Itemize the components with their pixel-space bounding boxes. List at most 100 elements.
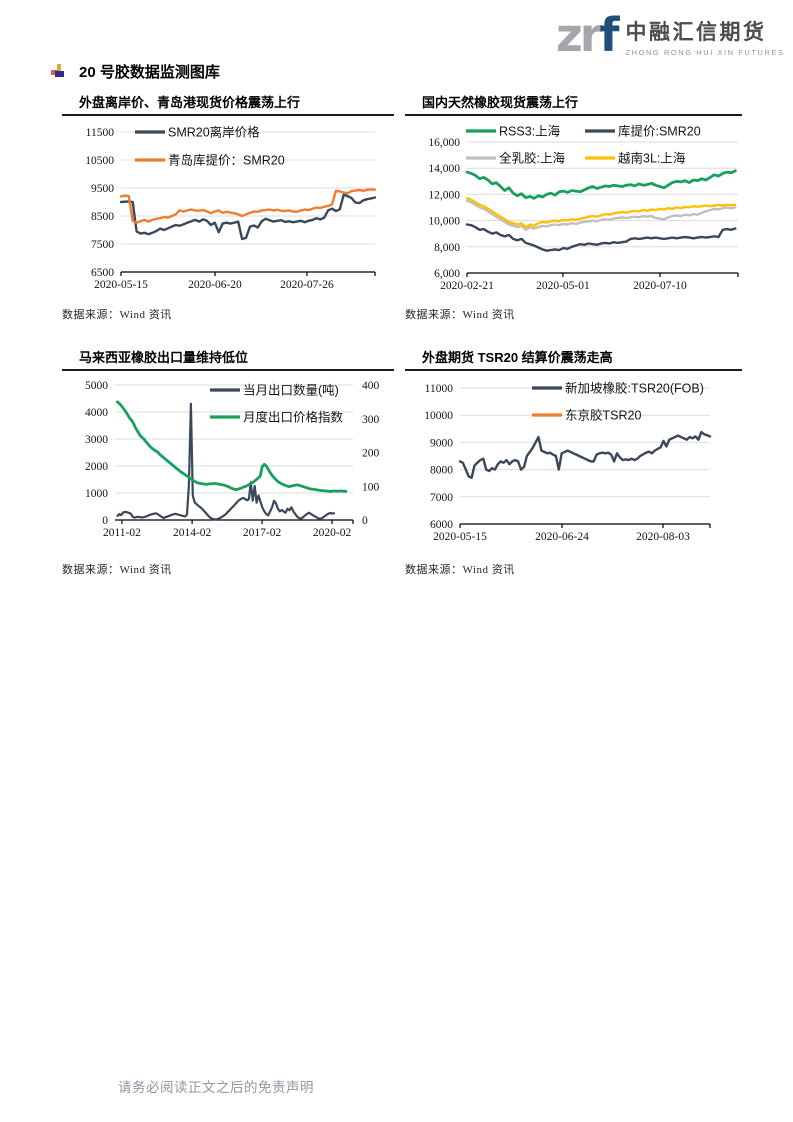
chart-title: 外盘期货 TSR20 结算价震荡走高 bbox=[422, 350, 613, 365]
x-axis-tick-label: 2020-02-21 bbox=[440, 280, 494, 292]
line-chart-tsr20-futures: 11000 10000 9000 8000 7000 6000 2020-05-15 2020… bbox=[405, 373, 742, 554]
x-axis-tick-label: 2020-05-15 bbox=[94, 279, 148, 291]
y-axis-tick-label: 11500 bbox=[86, 127, 115, 139]
y-axis-tick-label: 6,000 bbox=[434, 268, 460, 280]
x-axis-tick-label: 2020-08-03 bbox=[636, 531, 690, 543]
line-chart-offshore-qingdao: 11500 10500 9500 8500 7500 6500 2020-05-15 2020… bbox=[62, 118, 394, 299]
y-axis-tick-label: 8500 bbox=[91, 211, 114, 223]
series-line bbox=[116, 402, 336, 521]
chart-title: 马来西亚橡胶出口量维持低位 bbox=[79, 350, 249, 365]
x-axis-tick-label: 2020-06-20 bbox=[188, 279, 242, 291]
y-axis-right-tick-label: 400 bbox=[362, 380, 380, 392]
chart-title-rule bbox=[405, 114, 742, 116]
y-axis-tick-label: 9000 bbox=[430, 437, 453, 449]
section-title: 20 号胶数据监测图库 bbox=[79, 64, 220, 81]
legend-label: RSS3:上海 bbox=[499, 124, 561, 139]
legend-label: 越南3L:上海 bbox=[618, 151, 686, 166]
y-axis-tick-label: 11000 bbox=[425, 383, 454, 395]
company-name-cn: 中融汇信期货 bbox=[625, 21, 767, 44]
y-axis-tick-label: 14,000 bbox=[428, 163, 460, 175]
company-name-en: ZHONG RONG HUI XIN FUTURES bbox=[625, 48, 785, 57]
chart-title: 国内天然橡胶现货震荡上行 bbox=[422, 95, 579, 110]
y-axis-tick-label: 5000 bbox=[85, 380, 108, 392]
x-axis-tick-label: 2017-02 bbox=[243, 527, 282, 539]
y-axis-tick-label: 8,000 bbox=[434, 242, 460, 254]
x-axis-tick-label: 2020-07-26 bbox=[280, 279, 334, 291]
series-line bbox=[119, 193, 377, 241]
chart-title-rule bbox=[62, 369, 394, 371]
logo-mark-zr: zr bbox=[556, 8, 603, 62]
y-axis-tick-label: 6500 bbox=[91, 267, 114, 279]
data-source-note: 数据来源：Wind 资讯 bbox=[405, 564, 515, 576]
series-line bbox=[458, 430, 712, 480]
disclaimer-footer: 请务必阅读正文之后的免责声明 bbox=[118, 1080, 314, 1095]
series-line bbox=[465, 197, 737, 229]
data-source-note: 数据来源：Wind 资讯 bbox=[62, 309, 172, 321]
line-chart-domestic-spot: 16,000 14,000 12,000 10,000 8,000 6,000 2020-0… bbox=[405, 118, 742, 299]
y-axis-right-tick-label: 0 bbox=[362, 515, 368, 527]
y-axis-tick-label: 10,000 bbox=[428, 216, 460, 228]
chart-block-offshore-qingdao: 外盘离岸价、青岛港现货价格震荡上行 11500 10500 9500 8500 7500… bbox=[62, 93, 394, 322]
x-axis-tick-label: 2011-02 bbox=[103, 527, 141, 539]
chart-title-rule bbox=[405, 369, 742, 371]
chart-block-malaysia-export: 马来西亚橡胶出口量维持低位 5000 4000 3000 2000 1000 0 400 30… bbox=[62, 348, 394, 577]
y-axis-tick-label: 1000 bbox=[85, 488, 108, 500]
chart-svg: 50004000300020001000040030020010002011-0… bbox=[85, 380, 380, 539]
y-axis-tick-label: 2000 bbox=[85, 461, 108, 473]
x-axis-tick-label: 2020-05-15 bbox=[433, 531, 487, 543]
chart-block-domestic-spot: 国内天然橡胶现货震荡上行 16,000 14,000 12,000 10,000 8,0… bbox=[405, 93, 742, 322]
chart-block-tsr20-futures: 外盘期货 TSR20 结算价震荡走高 11000 10000 9000 8000 700… bbox=[405, 348, 742, 577]
y-axis-tick-label: 10000 bbox=[424, 410, 453, 422]
x-axis-tick-label: 2014-02 bbox=[173, 527, 212, 539]
y-axis-tick-label: 10500 bbox=[85, 155, 114, 167]
bullet-navy-square bbox=[55, 70, 64, 77]
zrf-logo-icon: zrf bbox=[556, 12, 619, 58]
bullet-gold-bar bbox=[57, 63, 61, 77]
series-line bbox=[465, 199, 737, 232]
legend-label: 月度出口价格指数 bbox=[243, 410, 344, 425]
y-axis-tick-label: 8000 bbox=[430, 465, 453, 477]
y-axis-tick-label: 4000 bbox=[85, 407, 108, 419]
legend-label: 东京胶TSR20 bbox=[565, 408, 641, 423]
logo-names: 中融汇信期货 ZHONG RONG HUI XIN FUTURES bbox=[625, 14, 784, 57]
chart-title: 外盘离岸价、青岛港现货价格震荡上行 bbox=[79, 95, 301, 110]
section-header: 20 号胶数据监测图库 bbox=[50, 61, 220, 82]
chart-svg: 16,00014,00012,00010,0008,0006,0002020-0… bbox=[428, 124, 739, 292]
data-source-note: 数据来源：Wind 资讯 bbox=[62, 564, 172, 576]
section-bullet-icon bbox=[50, 63, 66, 80]
y-axis-tick-label: 6000 bbox=[430, 519, 453, 531]
y-axis-tick-label: 16,000 bbox=[428, 137, 460, 149]
legend-label: 新加坡橡胶:TSR20(FOB) bbox=[565, 381, 704, 396]
series-line bbox=[465, 223, 737, 252]
series-line bbox=[116, 400, 348, 493]
y-axis-right-tick-label: 100 bbox=[362, 481, 380, 493]
legend-label: 青岛库提价：SMR20 bbox=[168, 153, 285, 168]
y-axis-tick-label: 7500 bbox=[91, 239, 114, 251]
x-axis-tick-label: 2020-06-24 bbox=[535, 531, 589, 543]
y-axis-right-tick-label: 300 bbox=[362, 414, 380, 426]
company-logo: zrf 中融汇信期货 ZHONG RONG HUI XIN FUTURES bbox=[556, 12, 785, 58]
legend-label: 全乳胶:上海 bbox=[499, 151, 565, 166]
series-line bbox=[119, 188, 377, 224]
data-source-note: 数据来源：Wind 资讯 bbox=[405, 309, 515, 321]
y-axis-tick-label: 7000 bbox=[430, 492, 453, 504]
legend-label: 当月出口数量(吨) bbox=[243, 383, 339, 398]
y-axis-tick-label: 9500 bbox=[91, 183, 114, 195]
y-axis-tick-label: 3000 bbox=[85, 434, 108, 446]
line-chart-malaysia-export: 5000 4000 3000 2000 1000 0 400 300 200 100 0 2011-0… bbox=[62, 373, 394, 554]
y-axis-tick-label: 0 bbox=[102, 515, 108, 527]
x-axis-tick-label: 2020-05-01 bbox=[536, 280, 590, 292]
bullet-red-square bbox=[51, 69, 58, 75]
x-axis-tick-label: 2020-02 bbox=[313, 527, 352, 539]
legend-label: 库提价:SMR20 bbox=[618, 124, 701, 139]
logo-mark-f: f bbox=[599, 8, 619, 62]
legend-label: SMR20离岸价格 bbox=[168, 125, 260, 140]
chart-title-rule bbox=[62, 114, 394, 116]
x-axis-tick-label: 2020-07-10 bbox=[633, 280, 687, 292]
y-axis-tick-label: 12,000 bbox=[428, 189, 460, 201]
series-line bbox=[465, 169, 737, 200]
y-axis-right-tick-label: 200 bbox=[362, 448, 380, 460]
